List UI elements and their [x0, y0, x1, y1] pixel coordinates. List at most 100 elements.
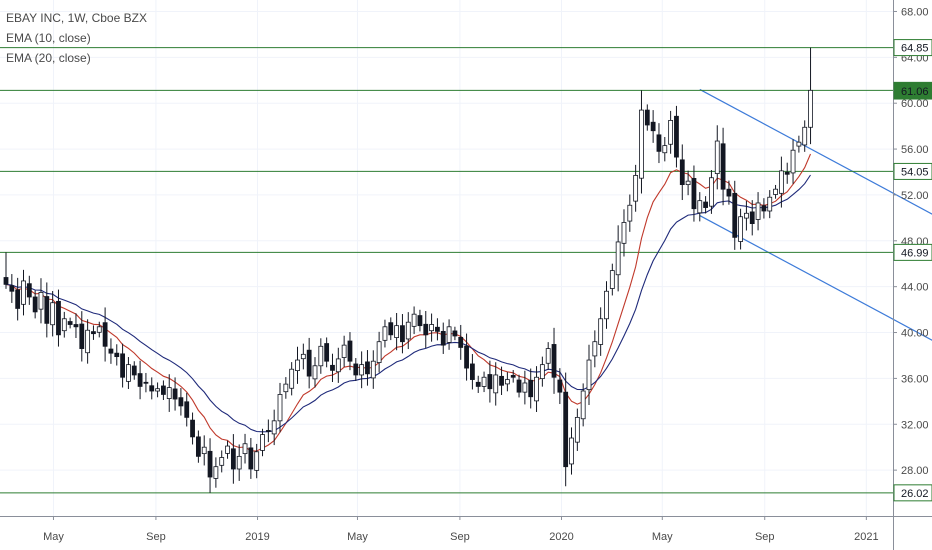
candle-body	[674, 115, 679, 158]
candle-body	[277, 394, 283, 422]
candle-body	[207, 450, 213, 478]
candle-body	[621, 222, 627, 244]
candle-body	[744, 212, 749, 219]
candle-body	[475, 381, 481, 387]
level-tag-54.05-bg	[893, 162, 932, 180]
candle-body	[592, 341, 598, 357]
candle-body	[353, 363, 359, 376]
candle-body	[487, 374, 493, 390]
candle-body	[254, 451, 260, 471]
candle-body	[388, 322, 394, 336]
candle-body	[668, 120, 674, 145]
candle-body	[574, 416, 580, 443]
candle-body	[184, 401, 190, 418]
candle-body	[703, 201, 708, 208]
candle-body	[365, 361, 370, 375]
candle-body	[312, 365, 318, 380]
candle-body	[219, 457, 225, 466]
y-tick-label: 36.00	[901, 373, 929, 385]
candle-body	[493, 374, 499, 394]
candle-body	[685, 180, 691, 186]
ema-line-10	[5, 153, 812, 452]
candle-body	[440, 330, 446, 346]
candle-body	[330, 364, 335, 371]
candle-body	[131, 365, 137, 376]
candle-body	[370, 360, 376, 379]
candle-body	[598, 318, 604, 345]
candle-body	[534, 376, 539, 402]
candle-body	[26, 283, 32, 298]
price-tag-bg	[893, 82, 932, 100]
candle-body	[726, 188, 732, 197]
candle-body	[161, 385, 166, 395]
y-tick-label: 60.00	[901, 98, 929, 110]
level-tag-46.99-bg	[893, 243, 932, 261]
candle-body	[528, 379, 534, 398]
candle-body	[394, 325, 400, 338]
candle-body	[639, 109, 644, 179]
y-tick-label: 64.00	[901, 52, 929, 64]
candle-body	[295, 359, 300, 372]
candle-body	[3, 277, 9, 285]
y-tick-label: 32.00	[901, 419, 929, 431]
candle-body	[318, 345, 324, 367]
candle-body	[499, 375, 504, 386]
x-tick-label: 2019	[245, 531, 269, 543]
candle-body	[102, 322, 108, 347]
candle-body	[784, 171, 790, 175]
candle-body	[120, 353, 125, 378]
channel-line-lower	[699, 215, 932, 341]
candle-body	[580, 390, 586, 420]
x-tick-label: Sep	[755, 531, 775, 543]
candle-body	[808, 89, 813, 128]
x-tick-label: May	[652, 531, 673, 543]
candle-body	[569, 437, 574, 465]
chart-title: EBAY INC, 1W, Cboe BZX	[6, 11, 147, 25]
candle-body	[21, 280, 26, 305]
candle-body	[679, 159, 685, 186]
candle-body	[738, 216, 743, 242]
candle-body	[265, 430, 271, 432]
candle-body	[271, 420, 277, 435]
candle-body	[773, 188, 778, 195]
candle-body	[627, 204, 633, 222]
x-tick-label: Sep	[146, 531, 166, 543]
level-tag-26.02: 26.02	[901, 488, 929, 500]
candle-body	[306, 349, 312, 377]
x-tick-label: May	[347, 531, 368, 543]
candle-body	[435, 326, 440, 332]
candle-body	[481, 376, 487, 387]
y-tick-label: 68.00	[901, 6, 929, 18]
candle-body	[446, 326, 452, 343]
candle-body	[85, 329, 91, 354]
candle-body	[79, 323, 85, 349]
candle-body	[190, 419, 195, 438]
candle-body	[551, 344, 557, 378]
candle-body	[32, 296, 38, 313]
x-tick-label: 2020	[549, 531, 573, 543]
candle-body	[609, 270, 615, 289]
candle-body	[469, 363, 475, 380]
candle-body	[50, 302, 56, 326]
level-tag-46.99: 46.99	[901, 247, 929, 259]
level-tag-64.85-bg	[893, 39, 932, 57]
candle-body	[324, 343, 330, 362]
candle-body	[300, 353, 306, 360]
legend-ema-10: EMA (10, close)	[6, 31, 91, 45]
candle-body	[178, 397, 184, 407]
candle-body	[539, 364, 545, 380]
candle-body	[411, 313, 417, 327]
candle-body	[767, 196, 773, 212]
candle-body	[61, 318, 67, 332]
candle-body	[44, 296, 50, 324]
legend-ema-20: EMA (20, close)	[6, 51, 91, 65]
candle-body	[283, 383, 289, 393]
candle-body	[172, 388, 178, 400]
candle-body	[359, 364, 365, 376]
candle-body	[15, 289, 21, 309]
candle-body	[510, 375, 516, 378]
y-tick-label: 44.00	[901, 282, 929, 294]
candle-body	[289, 368, 295, 389]
